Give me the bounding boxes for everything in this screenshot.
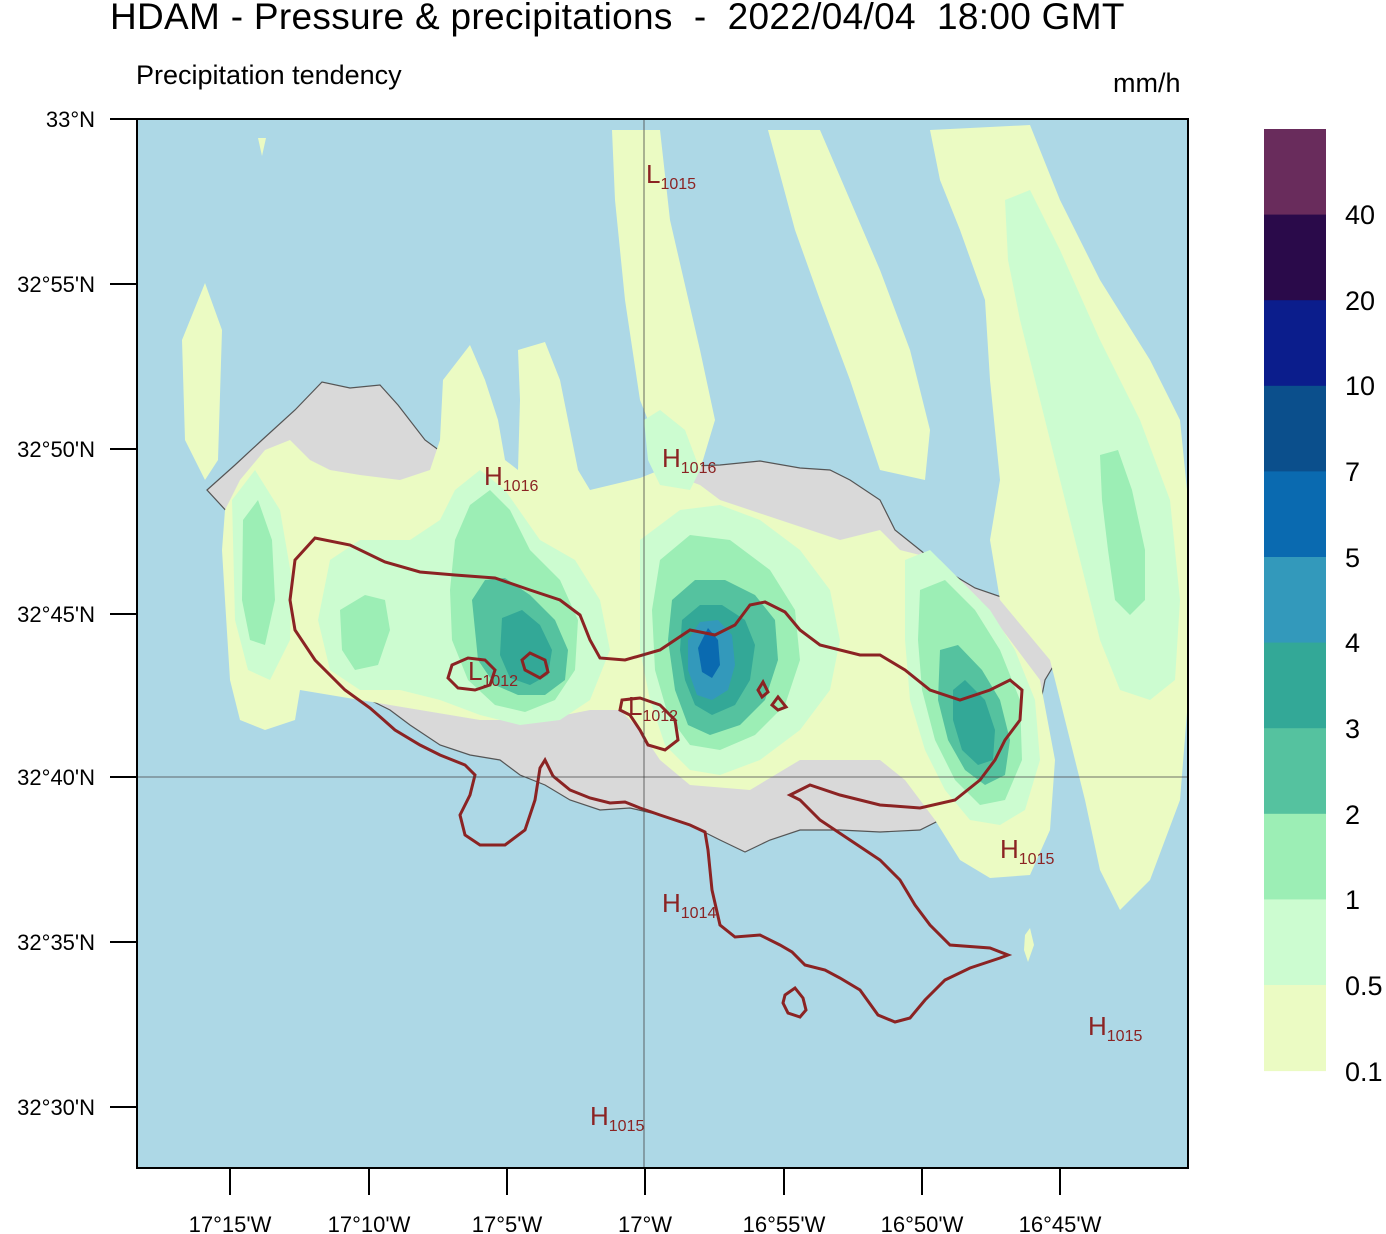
legend-swatch <box>1264 214 1326 301</box>
pressure-center: H1015 <box>1088 1011 1142 1045</box>
map-subtitle: Precipitation tendency <box>136 60 402 90</box>
legend-label: 7 <box>1345 457 1361 487</box>
legend-swatch <box>1264 557 1326 644</box>
legend-swatch <box>1264 985 1326 1072</box>
lon-label: 16°50'W <box>881 1212 964 1234</box>
legend-label: 0.5 <box>1345 971 1383 1001</box>
legend-swatch <box>1264 813 1326 900</box>
precip-0p1 <box>182 125 1188 962</box>
units-label: mm/h <box>1113 68 1181 98</box>
lat-label: 33°N <box>46 107 95 132</box>
legend-label: 4 <box>1345 628 1361 658</box>
lon-label: 17°W <box>618 1212 672 1234</box>
pressure-center: L1012 <box>628 691 678 725</box>
legend-label: 20 <box>1345 286 1376 316</box>
lat-label: 32°35'N <box>17 930 95 955</box>
isobars <box>288 536 1024 1024</box>
pressure-center: H1016 <box>662 443 716 477</box>
legend-swatch <box>1264 385 1326 472</box>
legend-label: 3 <box>1345 714 1361 744</box>
precip-5 <box>698 628 720 678</box>
lat-label: 32°40'N <box>17 765 95 790</box>
legend-swatch <box>1264 129 1326 216</box>
pressure-center: L1015 <box>646 159 696 193</box>
legend-swatch <box>1264 642 1326 729</box>
pressure-centers: L1015 H1016 H1016 L1012 L1012 H1015 H101… <box>468 159 1142 1135</box>
pressure-center: H1015 <box>590 1101 644 1135</box>
legend-swatch <box>1264 899 1326 986</box>
legend-colorbar <box>1264 129 1326 1072</box>
legend-swatch <box>1264 728 1326 815</box>
pressure-center: H1015 <box>1000 834 1054 868</box>
pressure-center: H1014 <box>662 888 716 922</box>
pressure-center: L1012 <box>468 656 518 690</box>
lon-label: 17°15'W <box>189 1212 272 1234</box>
legend-label: 2 <box>1345 800 1361 830</box>
legend-label: 1 <box>1345 885 1361 915</box>
lon-label: 17°10'W <box>328 1212 411 1234</box>
lat-label: 32°45'N <box>17 602 95 627</box>
lat-label: 32°50'N <box>17 437 95 462</box>
pressure-center: H1016 <box>484 461 538 495</box>
map-frame <box>136 118 1189 1169</box>
legend-swatch <box>1264 300 1326 387</box>
legend-swatch <box>1264 471 1326 558</box>
lon-label: 16°45'W <box>1019 1212 1102 1234</box>
lon-axis: 17°15'W 17°10'W 17°5'W 17°W 16°55'W 16°5… <box>189 1168 1102 1234</box>
lon-label: 17°5'W <box>472 1212 543 1234</box>
lon-label: 16°55'W <box>743 1212 826 1234</box>
lat-label: 32°30'N <box>17 1095 95 1120</box>
lat-label: 32°55'N <box>17 272 95 297</box>
legend-label: 5 <box>1345 543 1361 573</box>
legend-label: 40 <box>1345 200 1376 230</box>
legend-label: 0.1 <box>1345 1057 1383 1087</box>
legend-label: 10 <box>1345 371 1376 401</box>
map-title: HDAM - Pressure & precipitations - 2022/… <box>110 0 1125 37</box>
lat-axis: 33°N 32°55'N 32°50'N 32°45'N 32°40'N 32°… <box>17 107 137 1120</box>
